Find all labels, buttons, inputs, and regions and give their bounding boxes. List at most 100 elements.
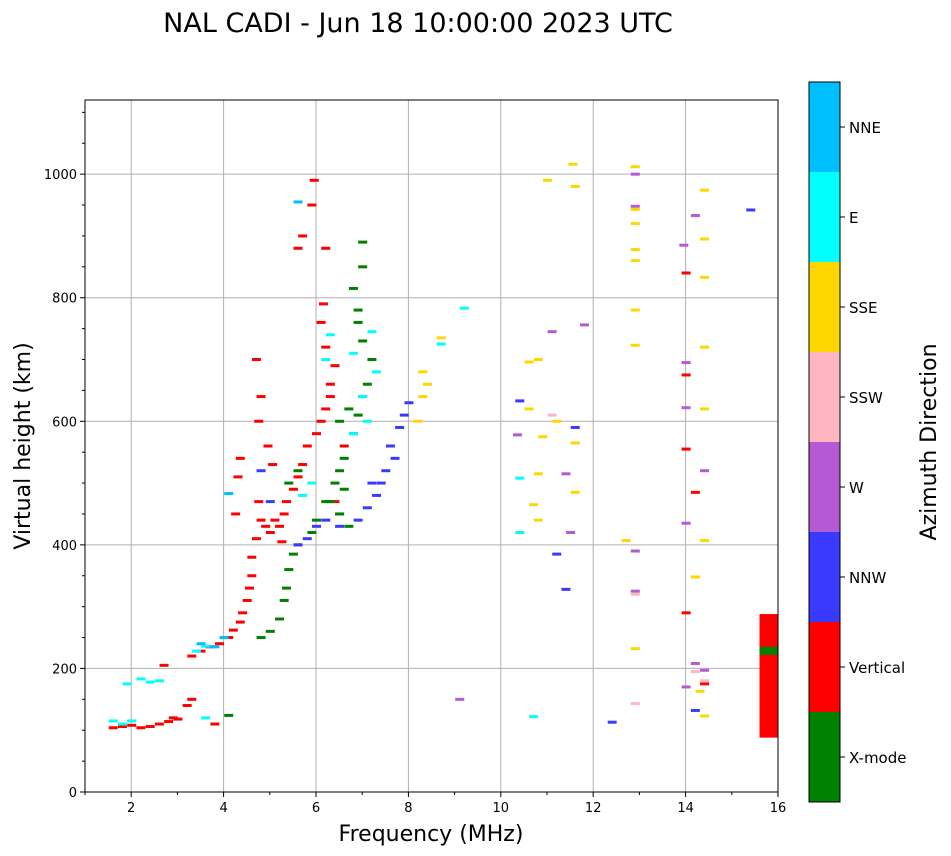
echo-point xyxy=(630,702,640,706)
colorbar-tick-label: Vertical xyxy=(849,659,905,677)
echo-point xyxy=(127,719,137,723)
echo-point xyxy=(117,722,127,726)
echo-point xyxy=(279,512,289,516)
echo-point xyxy=(307,531,317,534)
echo-point xyxy=(235,620,245,624)
plot-area: 2 4 6 8 10 12 14 16 0 200 400 600 800 1000 xyxy=(44,99,786,816)
echo-point xyxy=(570,490,580,494)
echo-point xyxy=(630,207,640,211)
echo-point xyxy=(681,685,691,689)
echo-point xyxy=(690,214,700,218)
y-axis-label: Virtual height (km) xyxy=(11,342,36,549)
colorbar-tick-label: SSE xyxy=(849,299,878,317)
echo-point xyxy=(245,586,255,590)
colorbar-swatch xyxy=(809,172,840,262)
echo-point xyxy=(187,697,197,701)
echo-point xyxy=(164,720,174,724)
echo-point xyxy=(293,246,303,250)
echo-point xyxy=(288,552,298,556)
echo-point xyxy=(339,487,349,491)
colorbar-tick-label: NNW xyxy=(849,569,886,587)
echo-point xyxy=(700,407,710,411)
echo-point xyxy=(390,456,400,460)
echo-point xyxy=(136,726,146,730)
echo-point xyxy=(630,204,640,208)
x-tick-label: 12 xyxy=(585,801,602,816)
echo-point xyxy=(312,432,321,436)
colorbar-swatch xyxy=(809,82,840,172)
echo-point xyxy=(201,716,211,720)
echo-point xyxy=(395,425,405,429)
echo-point xyxy=(385,444,395,448)
echo-point xyxy=(307,203,317,207)
echo-point xyxy=(281,500,291,504)
echo-point xyxy=(293,543,303,547)
echo-point xyxy=(358,395,368,399)
echo-point xyxy=(247,555,257,559)
echo-point xyxy=(335,524,345,528)
echo-point xyxy=(228,628,238,632)
echo-point xyxy=(681,373,691,377)
echo-point xyxy=(348,432,358,436)
plot-border xyxy=(84,99,779,793)
echo-point xyxy=(182,704,192,707)
echo-point xyxy=(339,456,349,460)
echo-point xyxy=(566,531,576,534)
echo-point xyxy=(561,587,571,591)
echo-point xyxy=(353,320,363,324)
echo-point xyxy=(205,645,215,649)
data-marks xyxy=(108,162,778,738)
echo-point xyxy=(681,521,691,525)
echo-point xyxy=(312,518,321,522)
echo-point xyxy=(524,407,534,411)
grid-lines xyxy=(85,100,779,793)
colorbar-swatch xyxy=(809,622,840,712)
echo-point xyxy=(367,358,377,361)
echo-point xyxy=(376,481,386,485)
echo-point xyxy=(316,419,326,423)
echo-point xyxy=(630,647,640,651)
echo-point xyxy=(325,382,335,386)
echo-point xyxy=(293,200,303,204)
echo-point xyxy=(191,649,201,653)
y-tick-label: 400 xyxy=(52,539,77,554)
echo-point xyxy=(630,592,640,596)
echo-point xyxy=(362,506,372,510)
echo-point xyxy=(362,419,372,423)
echo-point xyxy=(201,644,211,648)
x-axis-label: Frequency (MHz) xyxy=(339,822,524,847)
echo-point xyxy=(321,518,331,522)
echo-point xyxy=(538,435,548,439)
plot-frame xyxy=(85,100,778,792)
echo-point xyxy=(224,713,234,717)
echo-point xyxy=(145,680,155,684)
x-tick-label: 2 xyxy=(127,801,135,816)
colorbar-frame xyxy=(808,81,841,803)
echo-point xyxy=(630,172,640,176)
echo-point xyxy=(700,682,710,686)
x-tick-label: 14 xyxy=(677,801,694,816)
echo-point xyxy=(700,714,710,718)
echo-point xyxy=(543,178,552,182)
echo-point xyxy=(690,490,700,494)
echo-point xyxy=(367,330,377,334)
echo-point xyxy=(344,407,354,411)
echo-point xyxy=(251,537,261,541)
echo-point xyxy=(330,500,340,504)
echo-point xyxy=(196,649,206,653)
echo-point xyxy=(700,275,710,279)
echo-point xyxy=(681,611,691,615)
echo-point xyxy=(233,475,243,479)
y-tick-label: 800 xyxy=(52,292,77,307)
colorbar-tick-label: SSW xyxy=(849,389,883,407)
echo-point xyxy=(547,413,557,417)
echo-point xyxy=(700,237,710,241)
echo-point xyxy=(367,481,377,485)
echo-point xyxy=(552,552,562,556)
echo-point xyxy=(362,382,372,386)
echo-point xyxy=(277,540,287,544)
echo-point xyxy=(256,395,266,399)
echo-point xyxy=(630,259,640,263)
colorbar-swatch xyxy=(809,442,840,532)
echo-block xyxy=(759,614,778,738)
